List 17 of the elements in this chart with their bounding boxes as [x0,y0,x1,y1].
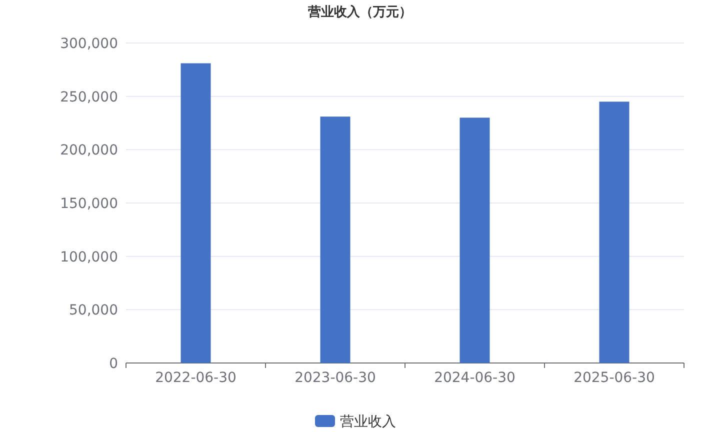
bar [599,102,630,363]
y-tick-label: 300,000 [60,36,118,52]
bar [180,63,211,363]
y-tick-label: 200,000 [60,142,118,159]
chart-title: 营业收入（万元） [307,4,412,20]
y-tick-label: 50,000 [69,302,118,319]
y-tick-label: 150,000 [60,196,118,212]
y-tick-label: 100,000 [60,249,118,266]
x-tick-label: 2025-06-30 [574,370,655,386]
x-tick-label: 2023-06-30 [294,370,376,386]
bar [460,118,490,363]
bar [320,116,350,363]
legend-label: 营业收入 [340,414,396,430]
y-tick-label: 250,000 [60,89,118,106]
y-tick-label: 0 [109,356,118,372]
x-tick-label: 2022-06-30 [155,370,236,386]
x-tick-label: 2024-06-30 [434,370,516,386]
